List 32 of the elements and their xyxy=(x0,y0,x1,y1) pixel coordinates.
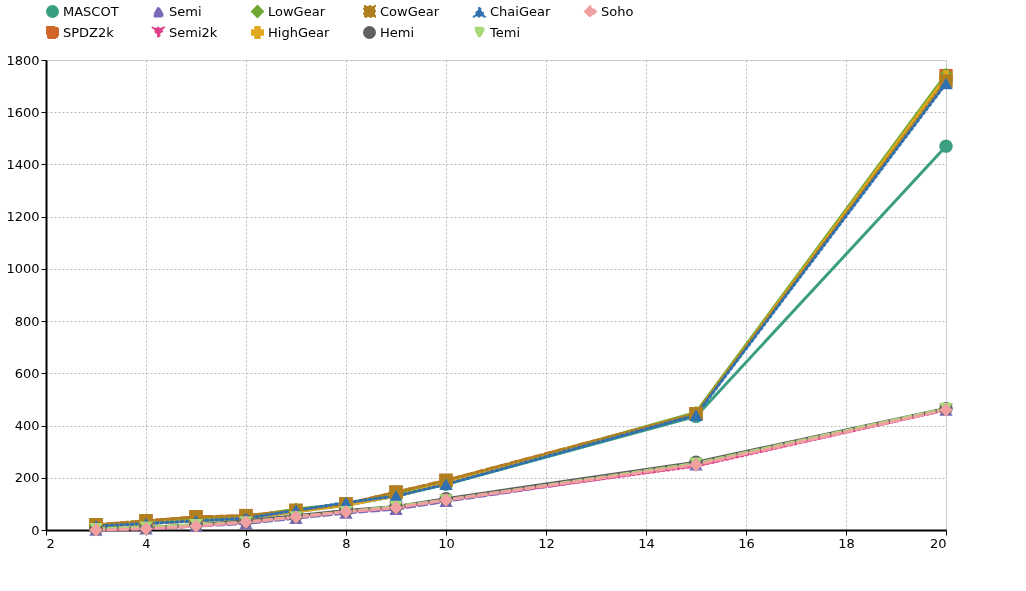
legend-label: SPDZ2k xyxy=(63,24,115,40)
y-tick-label: 400 xyxy=(14,418,40,434)
x-tick-label: 20 xyxy=(929,535,947,551)
legend-label: ChaiGear xyxy=(490,3,551,19)
x-tick-label: 8 xyxy=(342,535,351,551)
legend-label: Temi xyxy=(489,24,521,40)
x-tick-label: 10 xyxy=(438,535,455,551)
y-tick-label: 200 xyxy=(14,470,40,486)
legend-label: Semi2k xyxy=(169,24,218,40)
legend-label: HighGear xyxy=(268,24,330,40)
x-tick-label: 4 xyxy=(142,535,151,551)
y-tick-label: 800 xyxy=(14,313,40,329)
x-tick-label: 2 xyxy=(46,535,55,551)
legend-label: Hemi xyxy=(380,24,415,40)
legend-label: CowGear xyxy=(380,3,440,19)
x-tick-label: 16 xyxy=(738,535,755,551)
y-tick-label: 600 xyxy=(14,365,40,381)
y-tick-label: 1200 xyxy=(6,209,40,225)
y-tick-label: 0 xyxy=(31,522,40,538)
y-tick-label: 1800 xyxy=(6,52,40,68)
legend-label: Semi xyxy=(169,3,202,19)
y-tick-label: 1400 xyxy=(6,156,40,172)
legend-label: Soho xyxy=(601,3,634,19)
legend-label: MASCOT xyxy=(63,3,119,19)
x-tick-label: 12 xyxy=(538,535,555,551)
x-tick-label: 18 xyxy=(838,535,855,551)
y-tick-label: 1600 xyxy=(6,104,40,120)
y-tick-label: 1000 xyxy=(6,261,40,277)
x-tick-label: 14 xyxy=(638,535,655,551)
legend-label: LowGear xyxy=(268,3,326,19)
x-tick-label: 6 xyxy=(242,535,251,551)
point xyxy=(939,139,953,153)
